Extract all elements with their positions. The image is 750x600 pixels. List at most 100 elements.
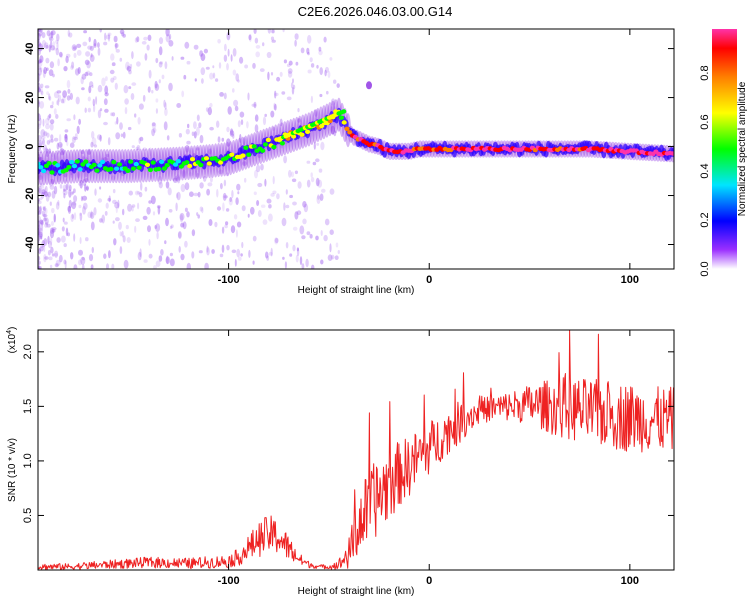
noise-speck	[115, 206, 118, 214]
ridge-point	[38, 161, 41, 166]
noise-speck	[164, 61, 168, 70]
noise-speck	[330, 98, 336, 106]
noise-speck	[45, 207, 48, 215]
noise-speck	[320, 141, 325, 151]
noise-speck	[69, 92, 74, 100]
noise-speck	[49, 61, 55, 69]
noise-speck	[58, 133, 62, 143]
snr-series-line	[38, 330, 674, 570]
noise-speck	[274, 90, 277, 99]
noise-speck	[71, 191, 74, 195]
snr-frame	[37, 329, 675, 571]
noise-speck	[49, 139, 52, 143]
noise-speck	[40, 233, 43, 240]
noise-speck	[38, 140, 43, 147]
noise-speck	[268, 204, 272, 209]
noise-speck	[41, 135, 46, 140]
noise-speck	[233, 99, 239, 107]
noise-speck	[103, 121, 108, 126]
noise-speck	[184, 207, 188, 212]
noise-speck	[219, 253, 224, 258]
noise-speck	[136, 191, 141, 195]
ridge-point	[46, 161, 52, 166]
noise-speck	[186, 262, 191, 269]
noise-speck	[71, 61, 75, 69]
noise-speck	[242, 136, 246, 145]
noise-speck	[39, 219, 44, 225]
noise-speck	[56, 90, 62, 94]
noise-speck	[139, 136, 144, 142]
noise-speck	[97, 84, 103, 93]
noise-speck	[257, 152, 262, 159]
noise-speck	[248, 34, 252, 41]
noise-speck	[140, 182, 143, 191]
noise-speck	[321, 188, 326, 193]
ridge-point	[251, 144, 257, 149]
noise-speck	[201, 78, 204, 84]
noise-speck	[50, 237, 53, 246]
noise-speck	[276, 76, 281, 82]
noise-speck	[158, 61, 163, 68]
noise-speck	[82, 41, 88, 47]
noise-speck	[48, 113, 52, 119]
noise-speck	[44, 85, 50, 89]
noise-speck	[88, 85, 92, 94]
noise-speck	[81, 73, 87, 80]
noise-speck	[131, 82, 137, 86]
noise-speck	[111, 263, 115, 269]
noise-speck	[319, 193, 324, 201]
noise-speck	[88, 149, 91, 155]
noise-speck	[70, 191, 74, 196]
noise-speck	[50, 138, 54, 143]
noise-speck	[79, 179, 83, 189]
noise-speck	[249, 33, 252, 43]
noise-speck	[198, 250, 203, 254]
noise-speck	[235, 229, 238, 238]
colorbar-tick-label: 0.8	[699, 65, 711, 80]
noise-speck	[197, 191, 201, 198]
colorbar-tick-label: 0.6	[699, 114, 711, 129]
noise-speck	[239, 56, 244, 64]
noise-speck	[166, 255, 169, 265]
noise-speck	[148, 253, 153, 259]
noise-speck	[287, 70, 293, 78]
noise-speck	[113, 76, 117, 80]
noise-speck	[38, 147, 41, 151]
noise-speck	[61, 235, 66, 243]
noise-speck	[107, 32, 112, 37]
noise-speck	[184, 240, 188, 248]
noise-speck	[226, 138, 231, 147]
noise-speck	[274, 237, 279, 245]
noise-speck	[56, 42, 59, 50]
noise-speck	[71, 213, 75, 219]
noise-speck	[330, 125, 336, 135]
noise-speck	[48, 44, 51, 53]
noise-speck	[290, 171, 295, 178]
noise-speck	[175, 202, 178, 212]
noise-speck	[206, 188, 211, 196]
noise-speck	[88, 254, 94, 262]
noise-speck	[176, 174, 180, 182]
noise-speck	[106, 153, 109, 158]
noise-speck	[104, 92, 109, 97]
noise-speck	[64, 134, 68, 139]
noise-speck	[230, 225, 236, 234]
noise-speck	[103, 41, 108, 46]
noise-speck	[67, 29, 71, 37]
noise-speck	[180, 222, 185, 228]
noise-speck	[172, 177, 178, 183]
noise-speck	[40, 129, 46, 137]
snr-xtick-label: -100	[218, 575, 240, 587]
spectrogram-frame	[37, 28, 675, 270]
noise-speck	[46, 30, 51, 37]
snr-ylabel: SNR (10 * v/v)	[7, 438, 18, 502]
noise-speck	[38, 48, 41, 56]
noise-speck	[51, 190, 56, 199]
noise-speck	[295, 254, 299, 263]
noise-speck	[57, 94, 62, 102]
noise-speck	[160, 249, 164, 256]
noise-speck	[39, 86, 43, 95]
ridge-point	[178, 164, 184, 169]
noise-speck	[209, 126, 214, 131]
